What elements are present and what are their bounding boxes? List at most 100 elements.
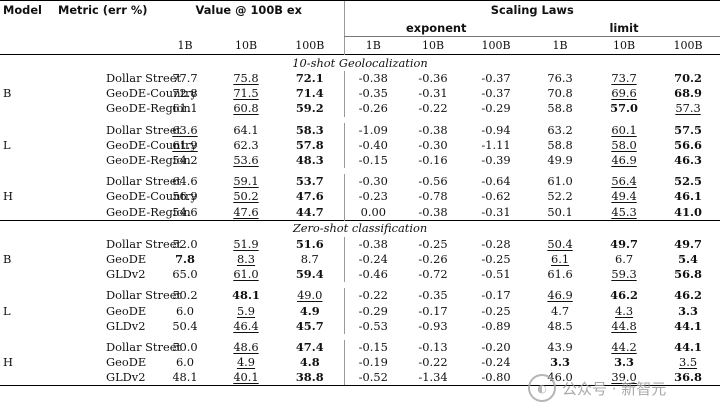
value-cell: 4.8 bbox=[299, 355, 320, 370]
value-cell: 47.6 bbox=[233, 204, 259, 219]
model-cell: L bbox=[3, 137, 11, 152]
value-cell: 6.0 bbox=[175, 355, 195, 370]
value-cell: 43.9 bbox=[547, 339, 573, 354]
value-cell: 58.8 bbox=[547, 137, 573, 152]
value-cell: -1.11 bbox=[481, 137, 511, 152]
table-row: GeoDE-Region 54.6 47.6 44.7 0.00 -0.38 -0.31 50… bbox=[0, 204, 720, 221]
model-cell bbox=[0, 123, 48, 138]
table-row: Dollar Street 64.6 59.1 53.7 -0.30 -0.56 -0.64… bbox=[0, 174, 720, 190]
table-row: GeoDE-Region 54.2 53.6 48.3 -0.15 -0.16 -0.39 4… bbox=[0, 152, 720, 169]
value-cell: -0.94 bbox=[481, 122, 511, 137]
table-row: Dollar Street 52.0 51.9 51.6 -0.38 -0.25 -0.28… bbox=[0, 236, 720, 252]
value-cell: 63.6 bbox=[172, 122, 198, 137]
value-cell: -0.56 bbox=[418, 174, 448, 189]
value-cell: 49.9 bbox=[547, 153, 573, 168]
value-cell: 71.4 bbox=[295, 86, 324, 101]
model-cell bbox=[0, 319, 48, 334]
value-cell: 76.3 bbox=[547, 71, 573, 86]
value-cell: 49.7 bbox=[610, 236, 638, 251]
value-cell: -0.16 bbox=[418, 153, 448, 168]
value-cell: -0.72 bbox=[418, 267, 448, 282]
value-cell: -0.80 bbox=[464, 370, 529, 387]
value-cell: 63.2 bbox=[547, 122, 573, 137]
value-cell: -0.89 bbox=[481, 318, 511, 333]
watermark: ◐ 公众号 · 新智元 bbox=[528, 372, 716, 404]
value-cell: 56.6 bbox=[674, 137, 702, 152]
metric-cell: GLDv2 bbox=[106, 318, 146, 333]
value-cell: 50.4 bbox=[172, 318, 198, 333]
value-cell: 47.4 bbox=[295, 339, 324, 354]
value-cell: 58.3 bbox=[295, 122, 324, 137]
value-cell: 64.6 bbox=[172, 174, 198, 189]
value-cell: 77.7 bbox=[172, 71, 198, 86]
value-cell: 58.0 bbox=[611, 137, 637, 152]
value-cell: 48.1 bbox=[154, 370, 216, 387]
value-cell: 60.8 bbox=[233, 101, 259, 116]
value-cell: 45.7 bbox=[295, 318, 324, 333]
value-cell: -0.35 bbox=[343, 86, 403, 102]
value-cell: -0.38 bbox=[418, 122, 448, 137]
header-model: Model bbox=[0, 0, 48, 21]
value-cell: 69.6 bbox=[611, 86, 637, 101]
value-cell: 57.8 bbox=[295, 137, 324, 152]
table-row: Dollar Street 50.0 48.6 47.4 -0.15 -0.13 -0.20… bbox=[0, 339, 720, 355]
model-cell bbox=[0, 205, 48, 221]
value-cell: 44.2 bbox=[611, 339, 637, 354]
model-cell: H bbox=[3, 189, 13, 204]
value-cell: 46.3 bbox=[674, 153, 702, 168]
value-cell: 53.7 bbox=[295, 174, 324, 189]
size-1b: 1B bbox=[177, 38, 193, 52]
value-cell: 61.0 bbox=[547, 174, 573, 189]
value-cell: 46.9 bbox=[611, 153, 637, 168]
metric-cell: GeoDE-Region bbox=[106, 101, 191, 116]
table-row: B GeoDE-Country 72.8 71.5 71.4 -0.35 -0.31 -0.3… bbox=[0, 86, 720, 102]
table-row: B GeoDE 7.8 8.3 8.7 -0.24 -0.26 -0.25 6.1 6.7 5.4 bbox=[0, 251, 720, 268]
metric-cell: Dollar Street bbox=[106, 71, 182, 86]
metric-cell: GeoDE bbox=[106, 355, 147, 370]
value-cell: 61.6 bbox=[547, 267, 573, 282]
value-cell: -0.20 bbox=[481, 339, 511, 354]
wechat-logo-icon: ◐ bbox=[528, 374, 556, 402]
metric-cell: Dollar Street bbox=[106, 122, 182, 137]
value-cell: 50.4 bbox=[547, 236, 573, 251]
section-title: Zero-shot classification bbox=[0, 219, 720, 237]
value-cell: -0.26 bbox=[418, 251, 448, 266]
value-cell: -0.24 bbox=[343, 251, 403, 268]
metric-cell: GeoDE bbox=[106, 303, 147, 318]
model-cell: L bbox=[3, 303, 11, 318]
metric-cell: GeoDE-Region bbox=[106, 204, 191, 219]
value-cell: 49.7 bbox=[674, 236, 702, 251]
model-cell bbox=[0, 267, 48, 282]
size-10b: 10B bbox=[612, 39, 636, 52]
value-cell: 39.0 bbox=[592, 370, 657, 387]
value-cell: -0.22 bbox=[418, 101, 448, 116]
model-cell bbox=[0, 153, 48, 168]
size-10b: 10B bbox=[421, 39, 445, 52]
value-cell: -0.62 bbox=[481, 189, 511, 204]
value-cell: -0.31 bbox=[481, 204, 511, 219]
value-cell: 54.6 bbox=[172, 204, 198, 219]
table-row: GLDv2 65.0 61.0 59.4 -0.46 -0.72 -0.51 61.6 59.3… bbox=[0, 267, 720, 283]
value-cell: 8.7 bbox=[300, 251, 319, 266]
value-cell: 72.8 bbox=[172, 86, 198, 101]
value-cell: 36.8 bbox=[656, 370, 720, 387]
value-cell: 64.1 bbox=[233, 122, 259, 137]
value-cell: -0.46 bbox=[343, 267, 403, 283]
model-cell bbox=[0, 237, 48, 252]
watermark-text: 公众号 · 新智元 bbox=[562, 379, 667, 398]
metric-cell: GeoDE-Region bbox=[106, 153, 191, 168]
value-cell: -0.15 bbox=[343, 152, 403, 169]
value-cell: 46.9 bbox=[547, 288, 573, 303]
size-100b: 100B bbox=[295, 38, 325, 52]
value-cell: 75.8 bbox=[233, 71, 259, 86]
value-cell: 4.7 bbox=[550, 303, 570, 318]
model-cell bbox=[0, 174, 48, 189]
value-cell: -0.39 bbox=[481, 153, 511, 168]
value-cell: 49.0 bbox=[297, 288, 323, 303]
value-cell: -1.09 bbox=[343, 122, 403, 138]
value-cell: 70.2 bbox=[674, 71, 702, 86]
table-row: Dollar Street 50.2 48.1 49.0 -0.22 -0.35 -0.17… bbox=[0, 288, 720, 304]
value-cell: 6.7 bbox=[614, 251, 634, 266]
table-row: L GeoDE-Country 61.9 62.3 57.8 -0.40 -0.30 -1.1… bbox=[0, 137, 720, 153]
value-cell: 47.6 bbox=[295, 189, 324, 204]
